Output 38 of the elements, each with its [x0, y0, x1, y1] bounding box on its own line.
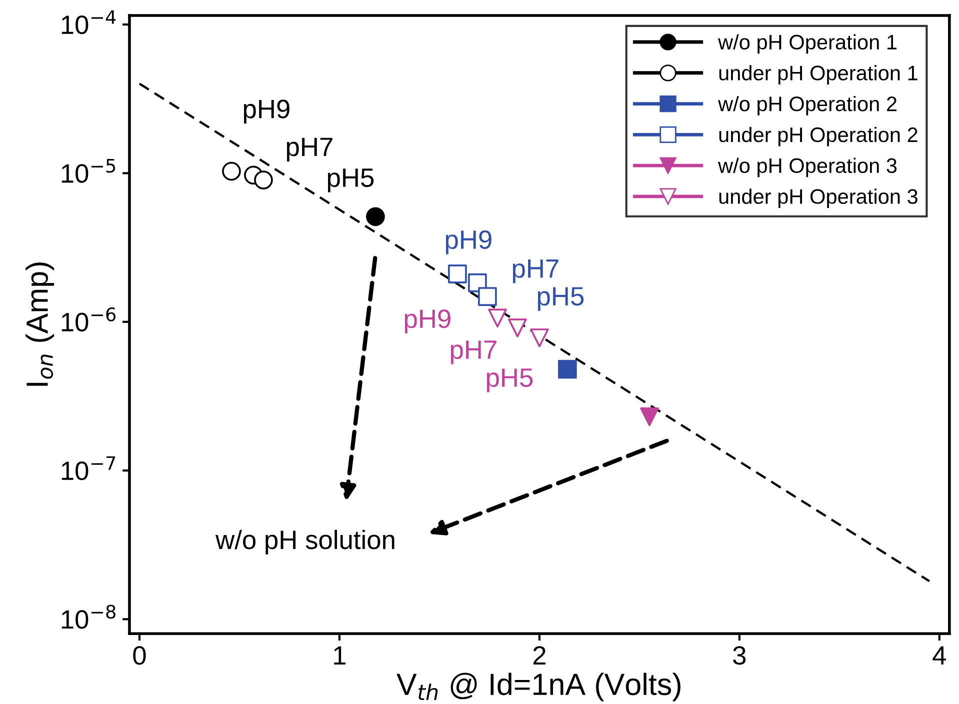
- y-tick-label: 10$^{−5}$: [62, 158, 116, 183]
- annotation: pH5: [328, 168, 374, 192]
- x-tick-label: 1: [334, 646, 346, 665]
- annotation: pH9: [244, 100, 290, 124]
- x-tick-label: 3: [733, 646, 746, 665]
- point: [488, 308, 507, 328]
- y-tick-label: 10$^{−7}$: [62, 456, 116, 480]
- legend-label: under pH Operation 3: [719, 188, 918, 208]
- legend-label: w/o pH Operation 1: [718, 34, 896, 54]
- x-tick-label: 0: [133, 646, 146, 665]
- y-tick-label: 10$^{−8}$: [62, 604, 116, 629]
- y-tick-label: 10$^{−4}$: [62, 10, 116, 34]
- point: [366, 207, 385, 226]
- annotation: pH9: [446, 230, 492, 254]
- annotation: pH7: [286, 138, 332, 162]
- annotation: pH7: [512, 260, 558, 284]
- annotation: w/o pH solution: [216, 530, 394, 554]
- legend-label: w/o pH Operation 3: [718, 158, 897, 178]
- x-axis-title: V$_{th}$ @ Id=1nA (Volts): [396, 672, 680, 702]
- y-tick-label: 10$^{−6}$: [62, 307, 116, 332]
- legend-label: under pH Operation 2: [719, 126, 918, 146]
- point: [558, 360, 577, 379]
- point: [508, 318, 527, 338]
- annotation: pH7: [450, 340, 496, 364]
- y-axis-title: I$_{on}$ (Amp): [26, 262, 54, 386]
- legend-label: w/o pH Operation 2: [718, 96, 896, 116]
- point: [448, 264, 467, 284]
- point: [478, 287, 497, 306]
- annotation: pH5: [486, 368, 533, 392]
- annotation: pH9: [404, 309, 450, 334]
- annotation: pH5: [538, 287, 584, 311]
- point: [222, 162, 241, 181]
- point: [530, 328, 549, 348]
- x-tick-label: 4: [932, 646, 946, 665]
- point: [640, 407, 659, 426]
- point: [254, 170, 273, 190]
- x-tick-label: 2: [533, 646, 546, 665]
- legend-label: under pH Operation 1: [719, 65, 918, 85]
